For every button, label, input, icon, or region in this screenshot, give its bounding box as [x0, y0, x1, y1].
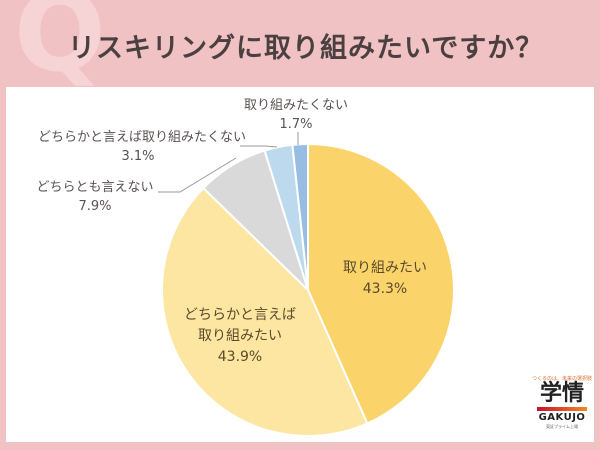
logo-en: GAKUJO — [538, 412, 586, 423]
label-no-name: 取り組みたくない — [243, 98, 348, 113]
slice-yes — [307, 142, 455, 425]
label-yes-name: 取り組みたい — [343, 260, 427, 276]
label-neutral-name: どちらとも言えない — [36, 180, 154, 195]
label-somewhat-no-name: どちらかと言えば取り組みたくない — [38, 130, 247, 145]
label-no-value: 1.7% — [279, 117, 313, 132]
leader-somewhat-no — [240, 145, 278, 148]
label-no: 取り組みたくない 1.7% — [240, 96, 352, 134]
leader-neutral — [158, 157, 237, 193]
label-somewhat-yes-line2: 取り組みたい — [198, 328, 282, 344]
label-somewhat-no: どちらかと言えば取り組みたくない 3.1% — [38, 128, 247, 166]
page-title: リスキリングに取り組みたいですか？ — [68, 33, 544, 64]
logo-sub: 東証プライム上場 — [546, 424, 578, 429]
logo-bar — [537, 407, 587, 411]
label-yes: 取り組みたい 43.3% — [330, 258, 440, 300]
label-somewhat-no-value: 3.1% — [121, 149, 155, 164]
q-watermark: Q — [14, 0, 106, 96]
label-yes-value: 43.3% — [362, 281, 408, 297]
label-somewhat-yes-value: 43.9% — [217, 349, 263, 365]
label-somewhat-yes: どちらかと言えば 取り組みたい 43.9% — [170, 305, 310, 368]
slice-no — [291, 142, 309, 291]
logo-tagline: つくるのは、未来の選択肢 — [532, 376, 592, 382]
logo-kanji: 学情 — [539, 381, 584, 406]
label-neutral: どちらとも言えない 7.9% — [36, 178, 154, 216]
label-somewhat-yes-line1: どちらかと言えば — [184, 307, 296, 323]
label-neutral-value: 7.9% — [78, 199, 112, 214]
slice-somewhat-yes — [161, 186, 369, 437]
gakujo-logo: つくるのは、未来の選択肢 学情 GAKUJO 東証プライム上場 — [527, 375, 597, 430]
